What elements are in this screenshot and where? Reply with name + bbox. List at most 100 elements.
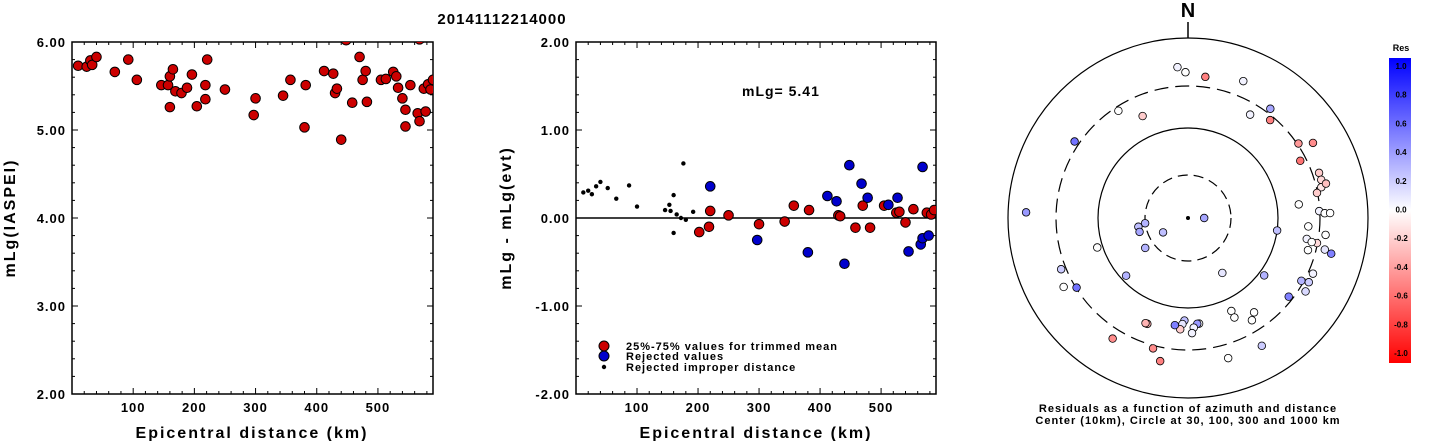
panel2-point-trimmed-mean — [703, 221, 715, 233]
colorbar-label: 0.4 — [1395, 148, 1407, 157]
panel1-point-magnitude — [414, 115, 425, 127]
colorbar-label: -0.4 — [1394, 263, 1408, 272]
panel2-point-improper-distance — [671, 230, 676, 236]
panel2-point-trimmed-mean — [693, 226, 705, 238]
panel1-point-magnitude — [425, 84, 433, 95]
station-residual-point — [1135, 227, 1144, 237]
circle-1000km — [1007, 37, 1369, 399]
panel2-point-rejected — [802, 247, 814, 258]
panel2-point-trimmed-mean — [850, 222, 861, 233]
panel1-point-magnitude — [392, 82, 404, 94]
panel1-point-magnitude — [360, 65, 371, 77]
legend-label-rejected: Rejected values — [626, 351, 724, 363]
panel1-point-magnitude — [427, 74, 433, 86]
panel2-point-improper-distance — [678, 215, 684, 221]
polar-caption-line2: Center (10km), Circle at 30, 100, 300 an… — [1035, 415, 1340, 427]
panel2-point-improper-distance — [634, 204, 640, 209]
station-residual-point — [1304, 222, 1313, 231]
panel2-x-tick-label: 300 — [747, 400, 772, 415]
station-residual-point — [1257, 341, 1266, 351]
mlg-event-value: mLg= 5.41 — [742, 83, 820, 99]
panel1-point-magnitude — [186, 69, 198, 80]
station-residual-point — [1121, 271, 1131, 280]
panel2-ticks: 100 200 300 400 500 -2.00 -1.00 0.00 1.00 2.00 — [535, 35, 936, 415]
panel2-point-trimmed-mean — [900, 217, 911, 228]
station-residual-point — [1301, 287, 1310, 296]
panel2-point-rejected — [751, 234, 763, 246]
panel2-point-trimmed-mean — [857, 200, 869, 211]
circle-300km — [1055, 85, 1321, 351]
north-label: N — [1181, 0, 1195, 22]
colorbar-label: -0.2 — [1394, 234, 1408, 243]
panel2-y-tick-label: 0.00 — [541, 211, 570, 226]
station-residual-point — [1141, 243, 1150, 253]
panel2-point-improper-distance — [667, 202, 672, 207]
panel1-y-tick-label: 6.00 — [37, 35, 66, 50]
station-residual-point — [1266, 104, 1275, 113]
station-residual-point — [1296, 156, 1305, 165]
panel2-point-improper-distance — [598, 179, 603, 185]
station-residual-point — [1170, 320, 1180, 330]
panel2-y-tick-label: -1.00 — [535, 299, 570, 314]
station-residual-point — [1056, 265, 1066, 274]
panel1-x-tick-label: 200 — [182, 400, 207, 415]
panel2-y-tick-label: -2.00 — [535, 387, 570, 402]
panel1-point-magnitude — [167, 63, 179, 75]
panel1-point-magnitude — [181, 82, 193, 94]
panel2-y-tick-label: 2.00 — [541, 35, 570, 50]
panel1-point-magnitude — [318, 65, 330, 77]
colorbar-label: 0.8 — [1395, 91, 1407, 100]
panel2-point-improper-distance — [681, 161, 686, 166]
panel1-point-magnitude — [219, 84, 231, 95]
station-residual-point — [1070, 137, 1079, 146]
legend-marker-rejected — [598, 350, 610, 362]
panel1-y-tick-label: 4.00 — [37, 211, 66, 226]
panel2-point-trimmed-mean — [779, 216, 790, 227]
station-residual-point — [1327, 249, 1336, 258]
station-residual-point — [1239, 76, 1248, 86]
station-residual-point — [1230, 313, 1239, 322]
panel2-x-axis-title: Epicentral distance (km) — [640, 425, 873, 441]
panel2-point-improper-distance — [671, 192, 676, 198]
station-residual-point — [1307, 237, 1316, 247]
station-residual-point — [1320, 245, 1330, 254]
station-residual-point — [1187, 328, 1197, 338]
station-residual-point — [1297, 276, 1306, 286]
panel1-point-magnitude — [327, 68, 339, 79]
station-residual-point — [1218, 268, 1227, 278]
legend-marker-trimmed-mean — [598, 340, 610, 352]
polar-caption-line1: Residuals as a function of azimuth and d… — [1039, 403, 1337, 415]
panel1-point-magnitude — [164, 101, 176, 113]
station-residual-point — [1245, 110, 1255, 119]
panel2-point-rejected — [903, 246, 914, 257]
panel1-point-magnitude — [285, 74, 296, 86]
station-residual-point — [1304, 278, 1313, 287]
panel2-point-trimmed-mean — [894, 206, 905, 218]
station-residual-point — [1308, 269, 1318, 278]
azimuth-residual-plot: N Residuals as a function of azimuth and… — [1007, 0, 1369, 427]
panel1-y-axis-title: mLg(IASPEI) — [2, 159, 19, 278]
station-residual-point — [1173, 62, 1182, 72]
panel2-y-axis-title: mLg - mLg(evt) — [498, 146, 515, 290]
station-residual-point — [1140, 219, 1150, 228]
panel2-point-improper-distance — [589, 192, 595, 197]
panel2-point-improper-distance — [593, 184, 599, 189]
panel2-point-rejected — [883, 199, 894, 211]
panel2-point-trimmed-mean — [723, 210, 734, 221]
panel1-point-magnitude — [200, 79, 211, 91]
panel1-point-magnitude — [354, 51, 365, 63]
station-residual-point — [1114, 106, 1123, 116]
legend-label-trimmed-mean: 25%-75% values for trimmed mean — [626, 341, 838, 353]
panel2-point-trimmed-mean — [753, 218, 765, 230]
panel1-point-magnitude — [331, 83, 343, 94]
station-residual-point — [1021, 208, 1031, 217]
station-residual-point — [1325, 208, 1335, 218]
event-center-marker — [1186, 216, 1190, 220]
colorbar-label: 0.0 — [1395, 206, 1407, 215]
panel1-point-magnitude — [420, 106, 431, 117]
panel2-point-rejected — [822, 190, 833, 202]
panel2-point-improper-distance — [674, 212, 679, 217]
panel2-point-improper-distance — [690, 209, 696, 215]
station-residual-point — [1272, 226, 1282, 235]
panel1-point-magnitude — [191, 100, 203, 112]
